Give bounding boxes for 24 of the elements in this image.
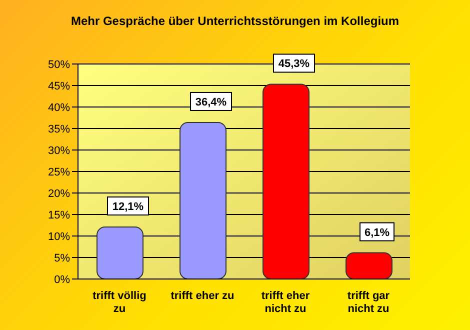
y-tick-label: 30% [48,144,70,157]
data-label: 12,1% [112,200,144,213]
y-tick-label: 35% [48,123,70,136]
bar [180,122,226,279]
x-tick-label: trifft eher zu [170,290,234,302]
y-tick-label: 5% [54,252,70,264]
bar [346,252,392,279]
y-tick-label: 0% [54,274,70,286]
y-tick-label: 10% [48,230,70,243]
x-tick-label: trifft völlig zu [92,290,146,315]
x-tick-label: trifft eher nicht zu [261,290,310,315]
y-tick-label: 45% [48,80,70,92]
chart-title: Mehr Gespräche über Unterrichtsstörungen im Kollegium [70,14,400,28]
bar [262,84,310,279]
y-tick-label: 40% [48,102,70,114]
bar [96,226,144,279]
data-label: 45,3% [278,58,310,70]
y-tick-label: 50% [48,58,70,71]
x-tick-label: trifft gar nicht zu [347,290,390,315]
y-tick-label: 25% [48,166,70,178]
data-label: 36,4% [195,96,227,108]
data-label: 6,1% [364,226,390,239]
y-tick-label: 20% [48,188,70,200]
y-tick-label: 15% [48,209,70,222]
